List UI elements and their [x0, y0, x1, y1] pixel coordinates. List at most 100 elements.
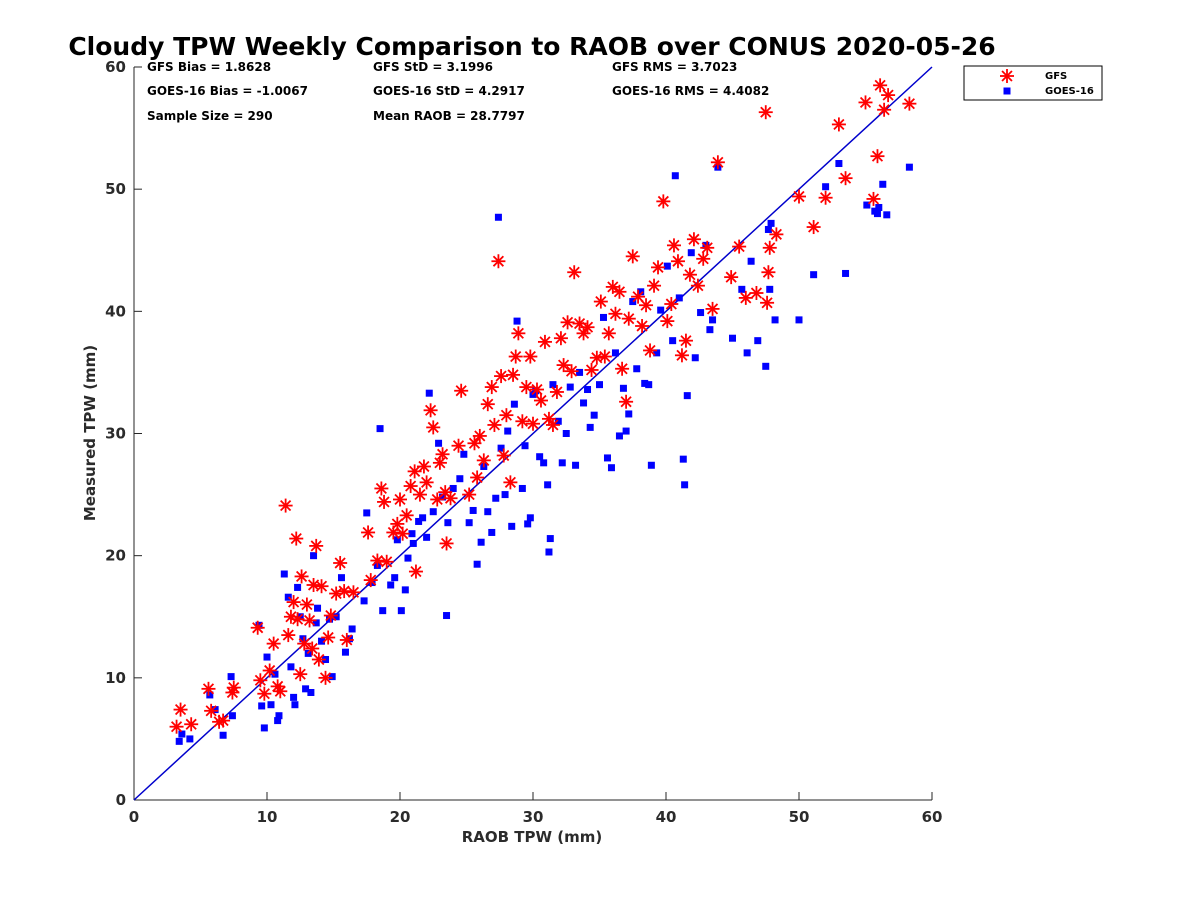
goes16-point: [267, 701, 275, 709]
goes16-point: [425, 389, 433, 397]
gfs-point: [318, 670, 333, 685]
stat-goes-bias: GOES-16 Bias = -1.0067: [147, 84, 308, 98]
y-axis-label: Measured TPW (mm): [81, 345, 99, 521]
gfs-point: [169, 719, 184, 734]
goes16-point: [465, 519, 473, 527]
gfs-point: [724, 270, 739, 285]
goes16-point: [227, 673, 235, 681]
gfs-point: [537, 334, 552, 349]
goes16-point: [291, 701, 299, 709]
goes16-point: [444, 519, 452, 527]
legend-marker-gfs: [1000, 69, 1014, 83]
goes16-point: [687, 249, 695, 257]
goes16-point: [905, 163, 913, 171]
gfs-point: [250, 620, 265, 635]
gfs-point: [519, 380, 534, 395]
goes16-point: [409, 539, 417, 547]
goes16-point: [540, 459, 548, 467]
goes16-point: [562, 430, 570, 437]
goes16-point: [274, 717, 282, 725]
goes16-point: [397, 607, 405, 615]
goes16-point: [697, 309, 705, 317]
gfs-point: [670, 254, 685, 269]
goes16-point: [429, 508, 437, 516]
gfs-point: [769, 227, 784, 242]
goes16-point: [393, 536, 401, 544]
gfs-point: [660, 314, 675, 329]
goes16-point: [443, 612, 451, 620]
gfs-point: [619, 394, 634, 409]
goes16-point: [706, 326, 714, 334]
goes16-point: [178, 730, 186, 738]
x-axis-label: RAOB TPW (mm): [462, 828, 603, 846]
gfs-point: [476, 453, 491, 468]
gfs-point: [549, 384, 564, 399]
y-tick-label: 60: [105, 58, 126, 76]
goes16-point: [275, 712, 283, 720]
goes16-point: [510, 400, 518, 408]
gfs-point: [881, 88, 896, 103]
x-tick-label: 20: [390, 808, 411, 826]
gfs-point: [664, 297, 679, 312]
gfs-point: [323, 608, 338, 623]
gfs-point: [608, 306, 623, 321]
goes16-point: [590, 411, 598, 419]
goes16-point: [835, 160, 843, 168]
goes16-point: [546, 535, 554, 543]
data-markers: [169, 78, 917, 745]
goes16-point: [332, 613, 340, 621]
gfs-point: [635, 318, 650, 333]
goes16-point: [280, 570, 288, 578]
goes16-point: [473, 560, 481, 568]
y-tick-label: 10: [105, 669, 126, 687]
goes16-point: [449, 484, 457, 492]
goes16-point: [435, 439, 443, 447]
goes16-point: [439, 493, 447, 501]
goes16-point: [545, 548, 553, 556]
gfs-point: [281, 628, 296, 643]
gfs-point: [529, 382, 544, 397]
gfs-point: [902, 96, 917, 111]
goes16-point: [645, 381, 653, 389]
gfs-point: [710, 155, 725, 170]
goes16-point: [379, 607, 387, 615]
goes16-point: [641, 379, 649, 387]
goes16-point: [875, 203, 883, 211]
gfs-point: [470, 470, 485, 485]
goes16-point: [314, 604, 322, 612]
gfs-point: [379, 554, 394, 569]
gfs-point: [762, 240, 777, 255]
goes16-point: [669, 337, 677, 345]
x-tick-label: 50: [789, 808, 810, 826]
gfs-point: [430, 492, 445, 507]
stat-sample-size: Sample Size = 290: [147, 109, 273, 123]
gfs-point: [564, 364, 579, 379]
gfs-point: [631, 289, 646, 304]
goes16-point: [754, 337, 762, 345]
gfs-point: [408, 564, 423, 579]
goes16-point: [423, 533, 431, 541]
goes16-point: [622, 427, 630, 435]
gfs-point: [494, 369, 509, 384]
gfs-point: [363, 573, 378, 588]
goes16-point: [671, 172, 679, 180]
goes16-point: [294, 583, 302, 591]
gfs-point: [454, 383, 469, 398]
goes16-point: [629, 298, 637, 306]
goes16-point: [619, 384, 627, 392]
gfs-point: [625, 249, 640, 264]
gfs-point: [395, 526, 410, 541]
gfs-point: [416, 459, 431, 474]
goes16-point: [633, 365, 641, 373]
goes16-point: [657, 306, 665, 314]
goes16-point: [419, 514, 427, 522]
gfs-point: [451, 438, 466, 453]
goes16-point: [681, 481, 689, 489]
stat-gfs-bias: GFS Bias = 1.8628: [147, 60, 271, 74]
goes16-point: [206, 691, 214, 699]
gfs-point: [377, 494, 392, 509]
x-tick-label: 30: [523, 808, 544, 826]
goes16-point: [504, 427, 512, 435]
goes16-point: [544, 481, 552, 489]
goes16-point: [469, 506, 477, 514]
